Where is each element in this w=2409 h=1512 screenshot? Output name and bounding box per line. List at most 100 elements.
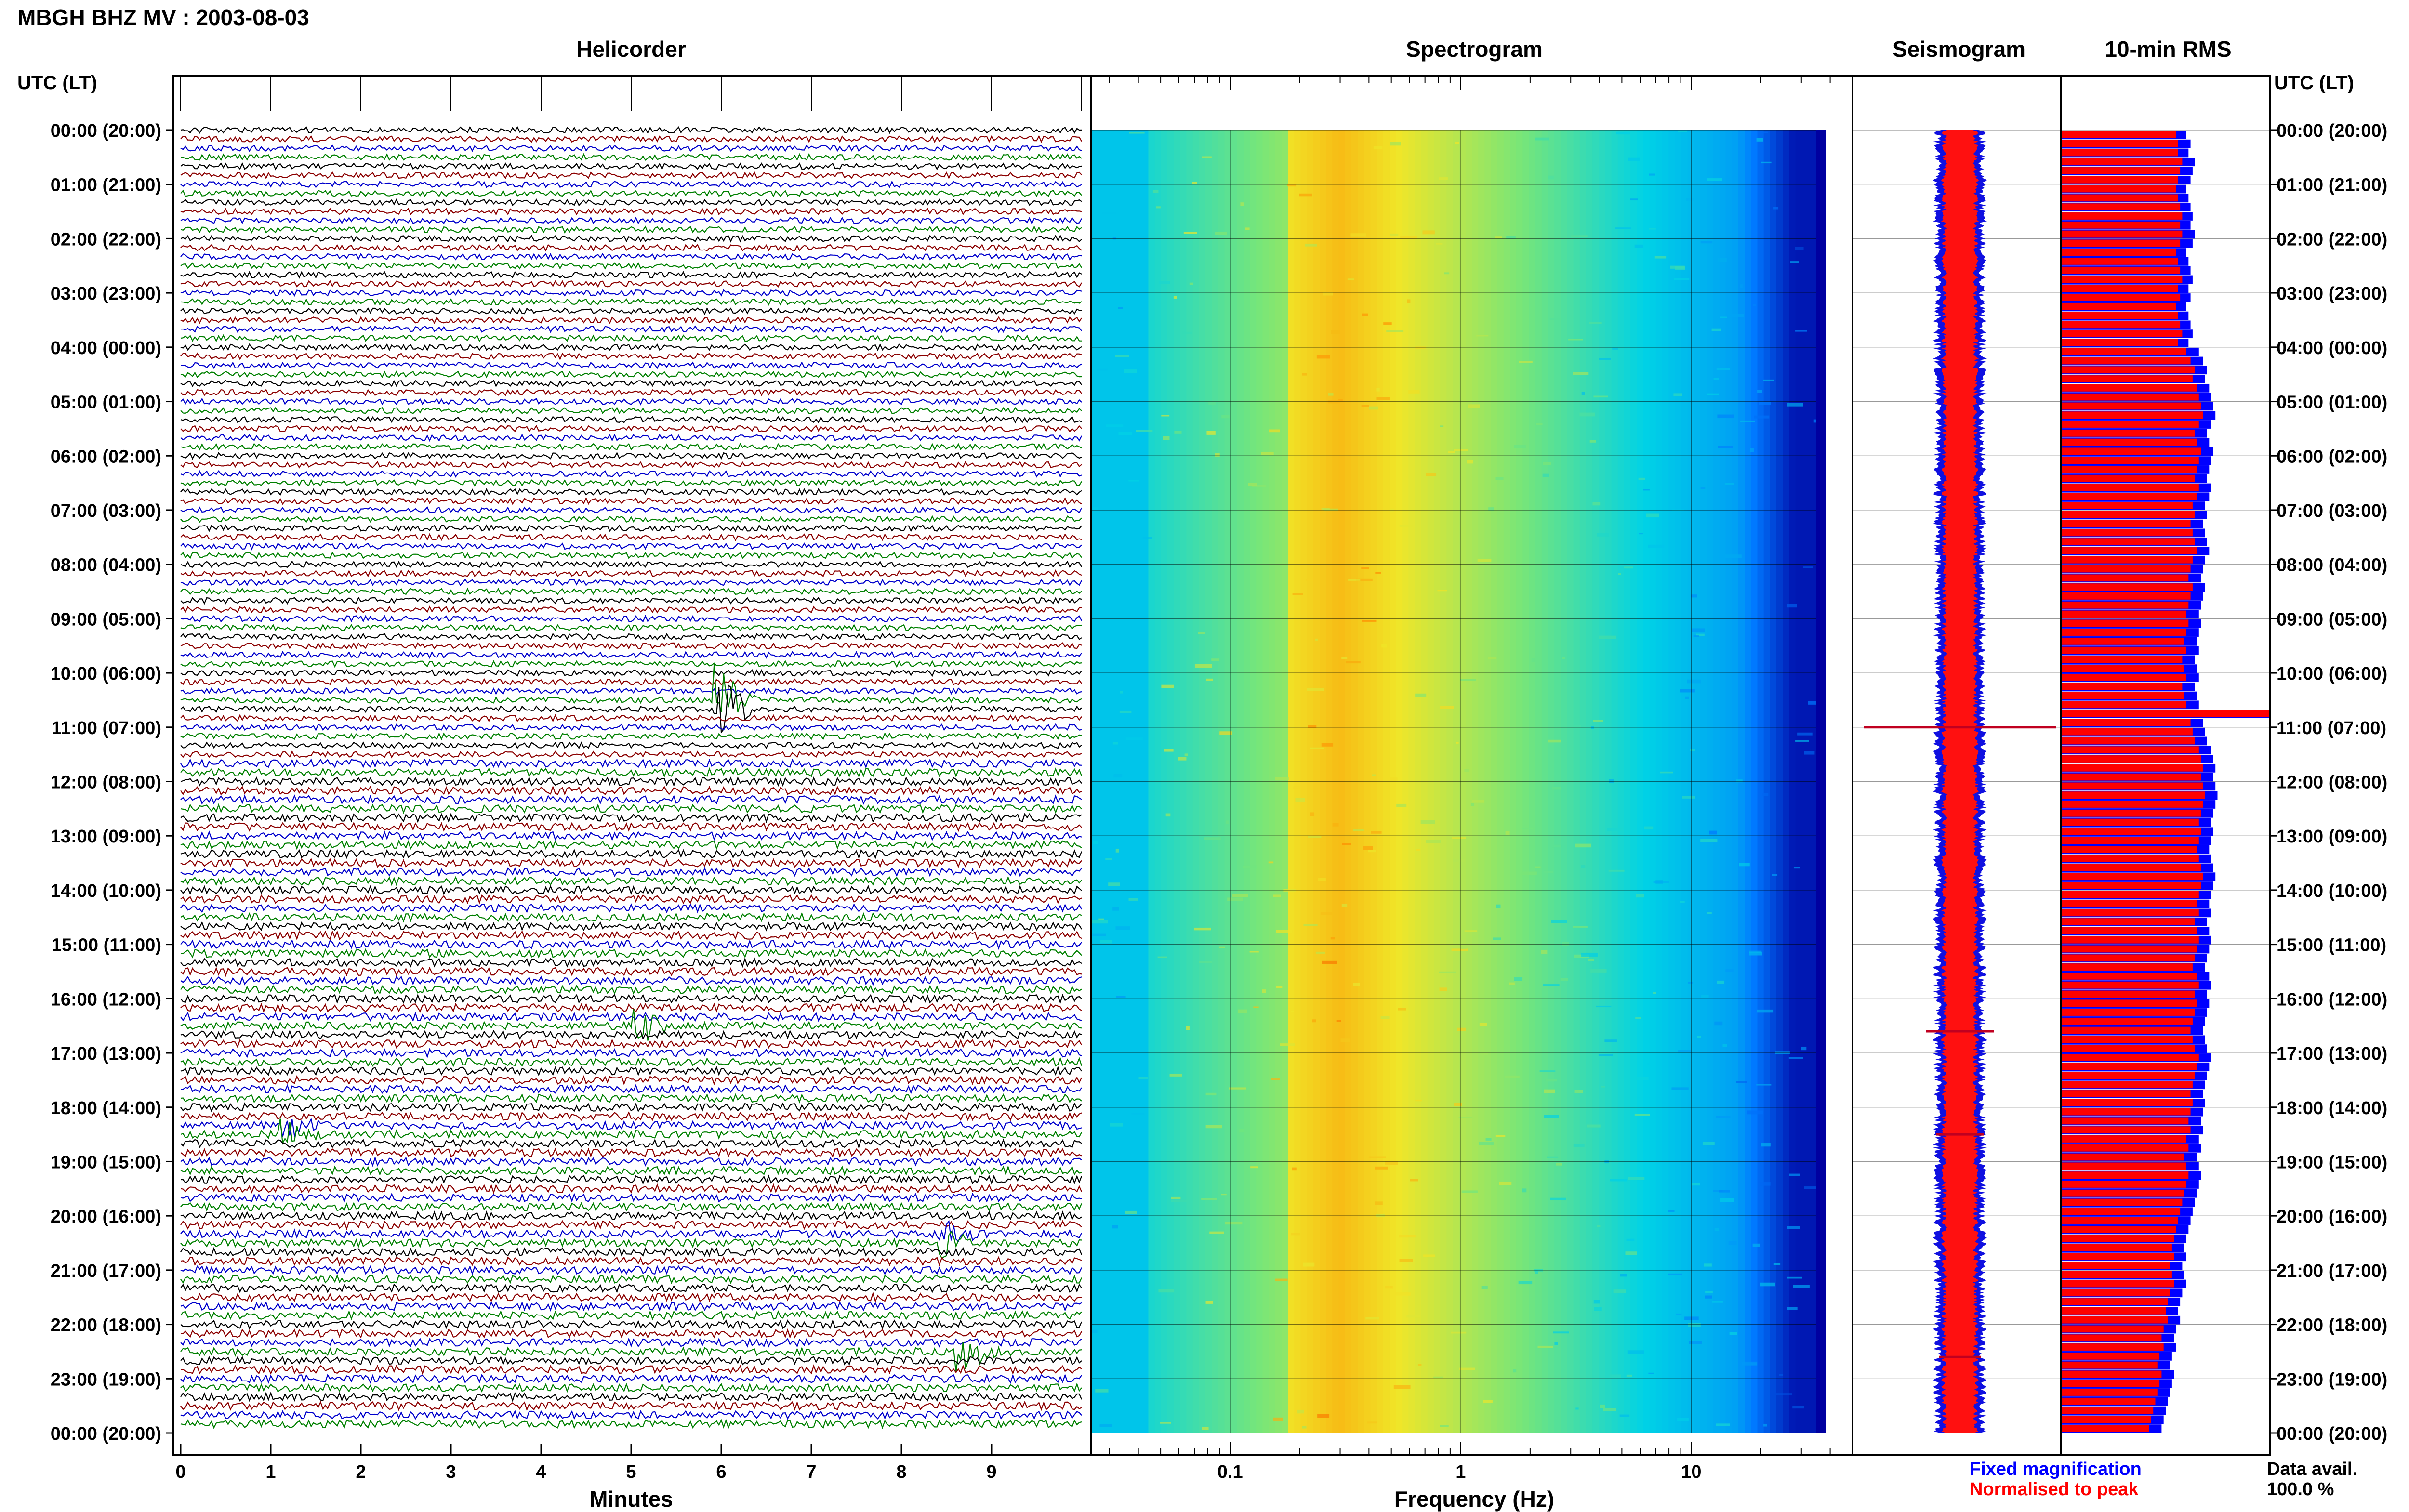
spectrogram-texture bbox=[1385, 1286, 1393, 1289]
helicorder-title: Helicorder bbox=[576, 37, 686, 62]
helicorder-trace bbox=[180, 957, 1082, 968]
spectrogram-texture bbox=[1386, 777, 1398, 781]
helicorder-trace bbox=[180, 334, 1082, 342]
spectrogram-texture bbox=[1192, 182, 1197, 184]
spectrogram-texture bbox=[1801, 1046, 1807, 1051]
spectrogram-texture bbox=[1440, 425, 1444, 427]
spectrogram-texture bbox=[1514, 445, 1526, 448]
spectrogram-texture bbox=[1736, 1081, 1747, 1083]
helicorder-trace bbox=[180, 1075, 1082, 1086]
spectrogram-texture bbox=[1754, 415, 1770, 419]
spectrogram-texture bbox=[1240, 202, 1244, 206]
helicorder-trace bbox=[180, 171, 1082, 180]
spectrogram-texture bbox=[1700, 839, 1718, 842]
spectrogram-texture bbox=[1091, 1329, 1098, 1333]
data-avail-value: 100.0 % bbox=[2267, 1479, 2334, 1499]
spectrogram-texture bbox=[1625, 1251, 1637, 1255]
time-tick-label-right: 17:00 (13:00) bbox=[2277, 1044, 2387, 1064]
spectrogram-texture bbox=[1522, 828, 1534, 829]
rms-bar-normalised bbox=[2062, 1225, 2176, 1233]
rms-bar-normalised bbox=[2062, 1189, 2184, 1197]
spectrogram-texture bbox=[1609, 779, 1614, 783]
spectrogram-texture bbox=[1610, 1179, 1628, 1182]
spectrogram-texture bbox=[1717, 980, 1724, 984]
spectrogram-texture bbox=[1399, 1259, 1413, 1262]
helicorder-trace bbox=[180, 903, 1082, 914]
spectrogram-texture bbox=[1593, 720, 1603, 722]
spectrogram-texture bbox=[1407, 299, 1411, 303]
helicorder-trace bbox=[180, 1118, 1082, 1145]
spectrogram-texture bbox=[1171, 1196, 1181, 1199]
spectrogram-texture bbox=[1376, 388, 1380, 392]
spectrogram-texture bbox=[1581, 865, 1586, 868]
time-tick-label-left: 03:00 (23:00) bbox=[51, 284, 161, 304]
seismogram-envelope-normalised bbox=[1941, 130, 1979, 1433]
spectrogram-texture bbox=[1483, 1400, 1493, 1403]
rms-bar-normalised bbox=[2062, 918, 2195, 926]
spectrogram-texture bbox=[1493, 937, 1501, 940]
helicorder-trace bbox=[180, 144, 1082, 152]
time-tick-label-right: 04:00 (00:00) bbox=[2277, 338, 2387, 358]
rms-bar-normalised bbox=[2062, 1380, 2160, 1387]
spectrogram-texture bbox=[1760, 1182, 1771, 1186]
spectrogram-texture bbox=[1341, 657, 1348, 659]
rms-bar-normalised bbox=[2062, 692, 2184, 699]
rms-bar-normalised bbox=[2062, 1425, 2149, 1432]
rms-bar-normalised bbox=[2062, 1316, 2168, 1324]
spectrogram-texture bbox=[1634, 1114, 1650, 1116]
helicorder-trace bbox=[180, 262, 1082, 270]
spectrogram-texture bbox=[1763, 379, 1774, 381]
time-tick-label-left: 21:00 (17:00) bbox=[51, 1261, 161, 1281]
helicorder-trace bbox=[180, 126, 1082, 134]
spectrogram-texture bbox=[1728, 1241, 1737, 1245]
helicorder-trace bbox=[180, 424, 1082, 433]
spectrogram-texture bbox=[1307, 688, 1324, 691]
helicorder-trace bbox=[180, 615, 1082, 623]
rms-bar-normalised bbox=[2062, 755, 2201, 763]
spectrogram-texture bbox=[1624, 566, 1633, 569]
helicorder-trace bbox=[180, 551, 1082, 559]
spectrogram-texture bbox=[1171, 1199, 1187, 1202]
spectrogram-texture bbox=[1323, 292, 1333, 296]
helicorder-trace bbox=[180, 776, 1082, 787]
spectrogram-texture bbox=[1159, 281, 1170, 284]
spectrogram-texture bbox=[1696, 633, 1705, 636]
rms-bar-normalised bbox=[2062, 484, 2199, 491]
rms-bars bbox=[2062, 130, 2269, 1433]
spectrogram-texture bbox=[1612, 347, 1618, 350]
rms-bar-normalised bbox=[2062, 1081, 2193, 1089]
rms-title: 10-min RMS bbox=[2105, 37, 2231, 62]
helicorder-trace bbox=[180, 660, 1082, 668]
rms-bar-normalised bbox=[2062, 710, 2269, 718]
spectrogram-texture bbox=[1292, 593, 1303, 595]
helicorder-trace bbox=[180, 162, 1082, 171]
rms-bar-normalised bbox=[2062, 493, 2197, 500]
helicorder-trace bbox=[180, 1084, 1082, 1094]
spectrogram-texture bbox=[1299, 193, 1312, 197]
rms-bar-normalised bbox=[2062, 927, 2197, 934]
spectrogram-texture bbox=[1759, 131, 1768, 133]
rms-bar-normalised bbox=[2062, 538, 2195, 546]
rms-bar-normalised bbox=[2062, 249, 2176, 256]
rms-bar-normalised bbox=[2062, 610, 2186, 618]
spectrogram-texture bbox=[1797, 732, 1813, 736]
rms-bar-normalised bbox=[2062, 1407, 2154, 1414]
spectrogram-texture bbox=[1447, 451, 1455, 453]
rms-bar-normalised bbox=[2062, 936, 2199, 944]
spectrogram-texture bbox=[1541, 950, 1548, 954]
rms-bar-normalised bbox=[2062, 1280, 2174, 1288]
helicorder-trace bbox=[180, 930, 1082, 941]
helicorder-trace bbox=[180, 1256, 1082, 1267]
spectrogram-texture bbox=[1340, 1038, 1350, 1042]
spectrogram-texture bbox=[1648, 544, 1665, 548]
helicorder-trace bbox=[180, 1328, 1082, 1339]
helicorder-trace bbox=[180, 1355, 1082, 1366]
rms-bar-normalised bbox=[2062, 674, 2186, 681]
rms-bar-normalised bbox=[2062, 999, 2197, 1007]
rms-bar-normalised bbox=[2062, 746, 2199, 754]
spectrogram-texture bbox=[1495, 1135, 1506, 1137]
rms-bar-normalised bbox=[2062, 1045, 2195, 1052]
spectrogram-texture bbox=[1626, 1238, 1635, 1241]
spectrogram-texture bbox=[1306, 579, 1313, 581]
helicorder-trace bbox=[180, 1210, 1082, 1222]
